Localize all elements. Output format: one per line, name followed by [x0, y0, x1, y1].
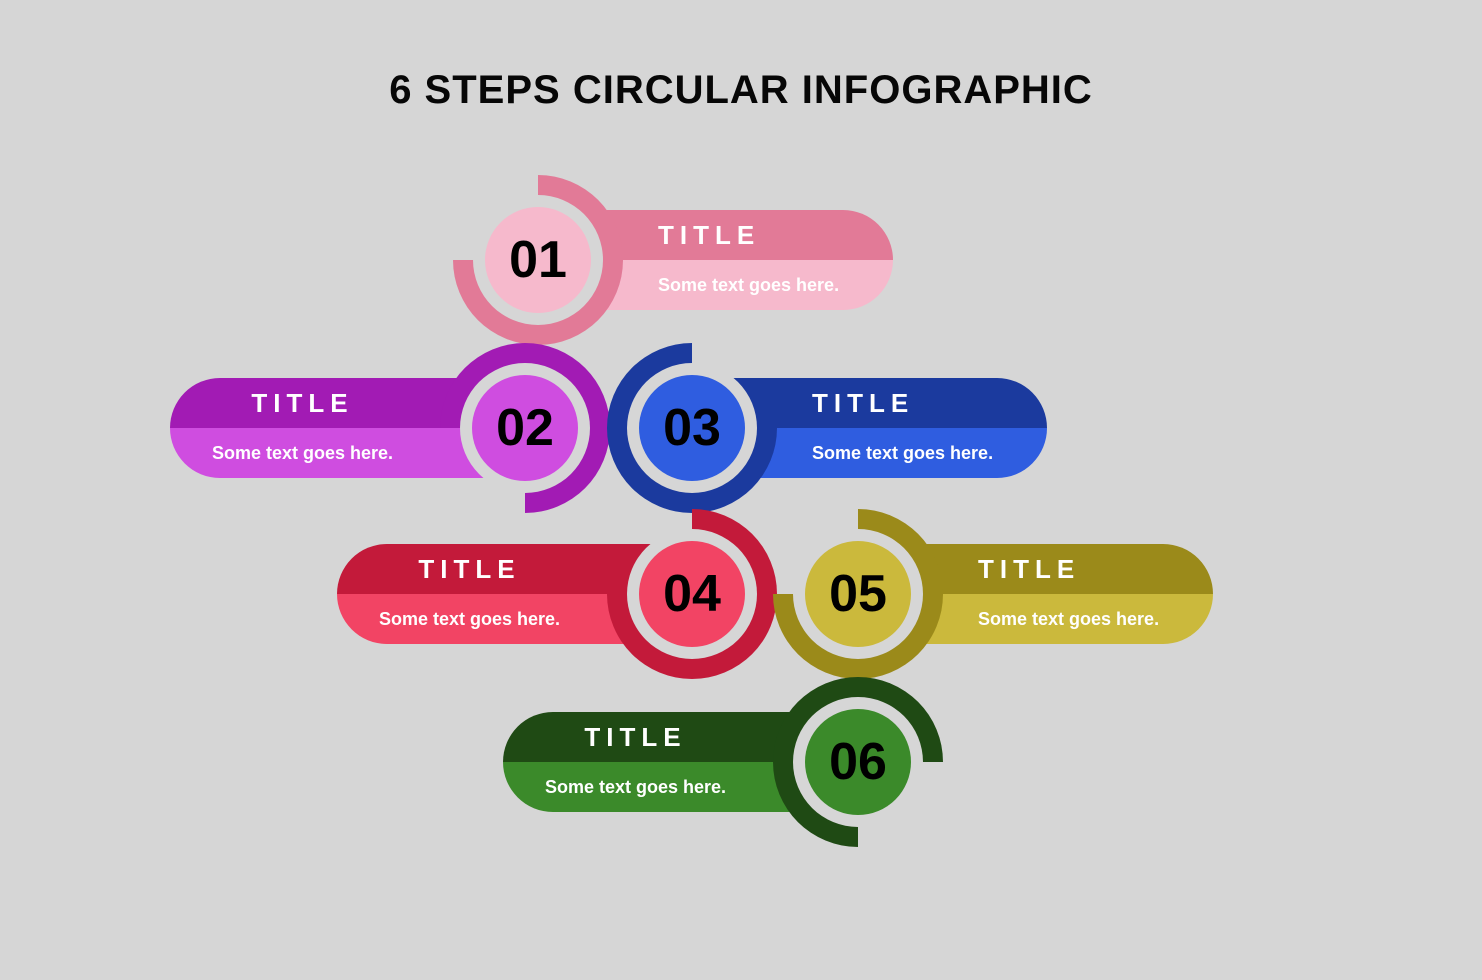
step-desc: Some text goes here. [812, 443, 993, 464]
step-title: TITLE [251, 388, 353, 419]
step-number-disc: 04 [639, 541, 745, 647]
infographic-canvas: 6 STEPS CIRCULAR INFOGRAPHIC TITLE Some t… [0, 0, 1482, 980]
step-title: TITLE [584, 722, 686, 753]
step-desc: Some text goes here. [978, 609, 1159, 630]
step-desc: Some text goes here. [658, 275, 839, 296]
step-number-disc: 01 [485, 207, 591, 313]
step-title: TITLE [978, 554, 1080, 585]
step-number: 05 [829, 564, 887, 624]
step-number: 02 [496, 398, 554, 458]
step-number-disc: 02 [472, 375, 578, 481]
step-desc: Some text goes here. [212, 443, 393, 464]
step-title: TITLE [658, 220, 760, 251]
step-number: 06 [829, 732, 887, 792]
step-number: 01 [509, 230, 567, 290]
step-number: 03 [663, 398, 721, 458]
step-title: TITLE [812, 388, 914, 419]
step-number-disc: 06 [805, 709, 911, 815]
step-number: 04 [663, 564, 721, 624]
step-number-disc: 03 [639, 375, 745, 481]
step-number-disc: 05 [805, 541, 911, 647]
step-desc: Some text goes here. [545, 777, 726, 798]
page-title: 6 STEPS CIRCULAR INFOGRAPHIC [0, 68, 1482, 113]
step-title: TITLE [418, 554, 520, 585]
step-desc: Some text goes here. [379, 609, 560, 630]
